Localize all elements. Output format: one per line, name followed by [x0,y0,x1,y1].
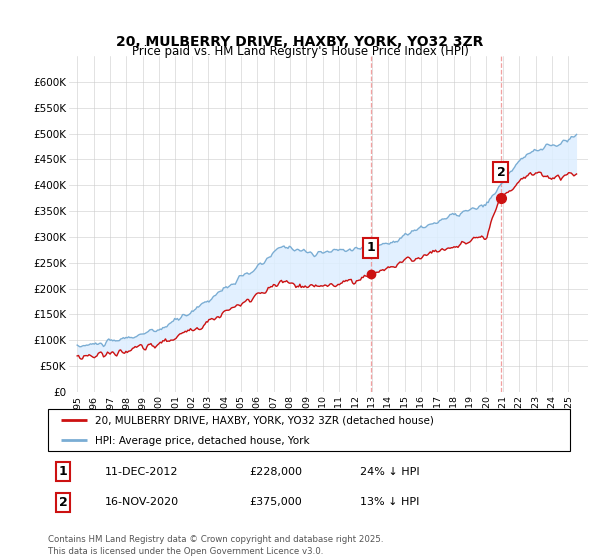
Text: 20, MULBERRY DRIVE, HAXBY, YORK, YO32 3ZR (detached house): 20, MULBERRY DRIVE, HAXBY, YORK, YO32 3Z… [95,416,434,426]
Text: 24% ↓ HPI: 24% ↓ HPI [360,466,419,477]
Text: £228,000: £228,000 [249,466,302,477]
Text: Price paid vs. HM Land Registry's House Price Index (HPI): Price paid vs. HM Land Registry's House … [131,45,469,58]
Text: 20, MULBERRY DRIVE, HAXBY, YORK, YO32 3ZR: 20, MULBERRY DRIVE, HAXBY, YORK, YO32 3Z… [116,35,484,49]
Text: 11-DEC-2012: 11-DEC-2012 [105,466,179,477]
Text: £375,000: £375,000 [249,497,302,507]
FancyBboxPatch shape [48,409,570,451]
Text: 1: 1 [367,241,375,254]
Text: 16-NOV-2020: 16-NOV-2020 [105,497,179,507]
Text: 2: 2 [497,166,505,179]
Text: 13% ↓ HPI: 13% ↓ HPI [360,497,419,507]
Text: 1: 1 [59,465,67,478]
Text: Contains HM Land Registry data © Crown copyright and database right 2025.
This d: Contains HM Land Registry data © Crown c… [48,535,383,556]
Text: 2: 2 [59,496,67,509]
Text: HPI: Average price, detached house, York: HPI: Average price, detached house, York [95,436,310,446]
